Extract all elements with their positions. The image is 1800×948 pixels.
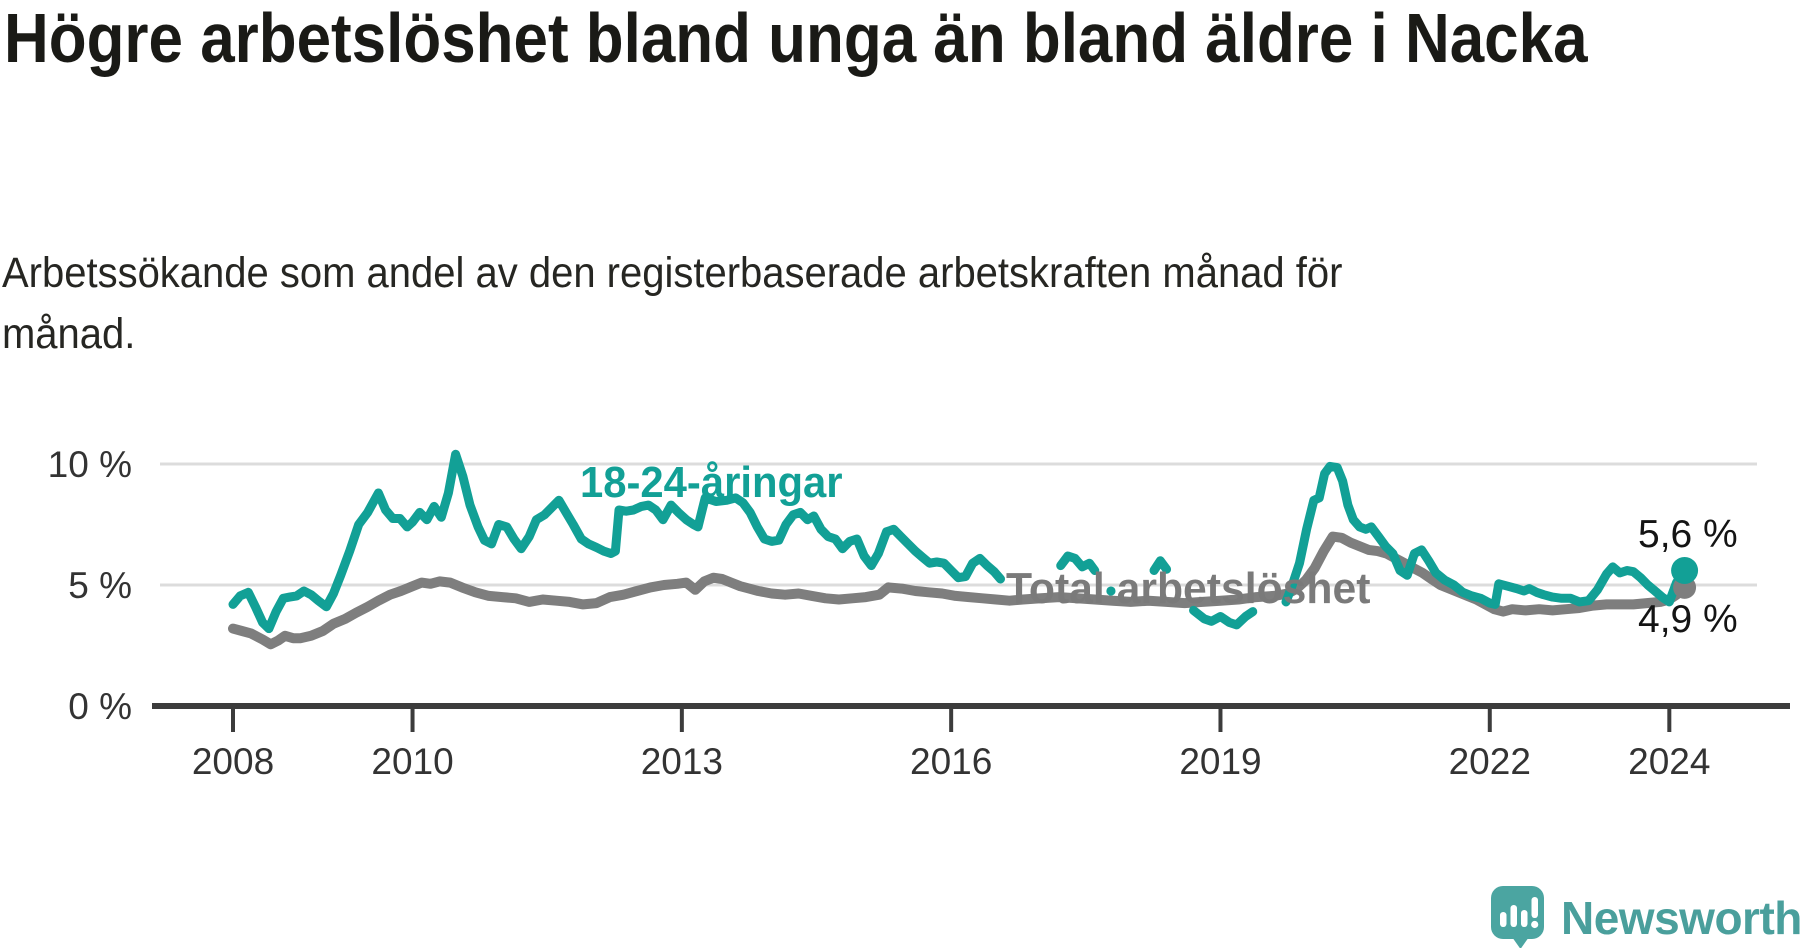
newsworthy-logo: Newsworthy bbox=[1491, 886, 1800, 948]
x-axis-label-2019: 2019 bbox=[1179, 741, 1261, 782]
x-axis-label-2016: 2016 bbox=[910, 741, 992, 782]
end-value-label-total: 4,9 % bbox=[1638, 598, 1738, 641]
series-line-young-1 bbox=[1056, 551, 1100, 575]
x-axis-label-2013: 2013 bbox=[641, 741, 723, 782]
newsworthy-logo-icon bbox=[1491, 886, 1544, 948]
y-axis-label-10pct: 10 % bbox=[48, 444, 132, 485]
end-value-label-18-24: 5,6 % bbox=[1638, 513, 1738, 556]
series-line-young-3 bbox=[1149, 556, 1172, 575]
series-end-dot-young bbox=[1671, 556, 1699, 584]
chart-subtitle-line-2: månad. bbox=[2, 310, 136, 358]
series-line-young-4 bbox=[1189, 605, 1258, 630]
y-axis-label-0pct: 0 % bbox=[68, 686, 132, 727]
series-line-young-5 bbox=[1281, 461, 1690, 609]
y-axis-label-5pct: 5 % bbox=[68, 565, 132, 606]
newsworthy-wordmark: Newsworthy bbox=[1561, 892, 1800, 944]
x-axis-label-2024: 2024 bbox=[1628, 741, 1710, 782]
chart-subtitle: Arbetssökande som andel av den registerb… bbox=[2, 243, 1342, 365]
chart-subtitle-line-1: Arbetssökande som andel av den registerb… bbox=[2, 249, 1343, 297]
page-title: Högre arbetslöshet bland unga än bland ä… bbox=[4, 0, 1588, 77]
x-axis-label-2022: 2022 bbox=[1449, 741, 1531, 782]
x-axis-label-2010: 2010 bbox=[371, 741, 453, 782]
series-label-18-24: 18-24-åringar bbox=[580, 458, 843, 507]
x-axis-label-2008: 2008 bbox=[192, 741, 274, 782]
series-point-young-2 bbox=[1106, 586, 1116, 596]
series-line-young-0 bbox=[228, 449, 1005, 634]
series-label-total: Total arbetslöshet bbox=[1006, 564, 1371, 613]
